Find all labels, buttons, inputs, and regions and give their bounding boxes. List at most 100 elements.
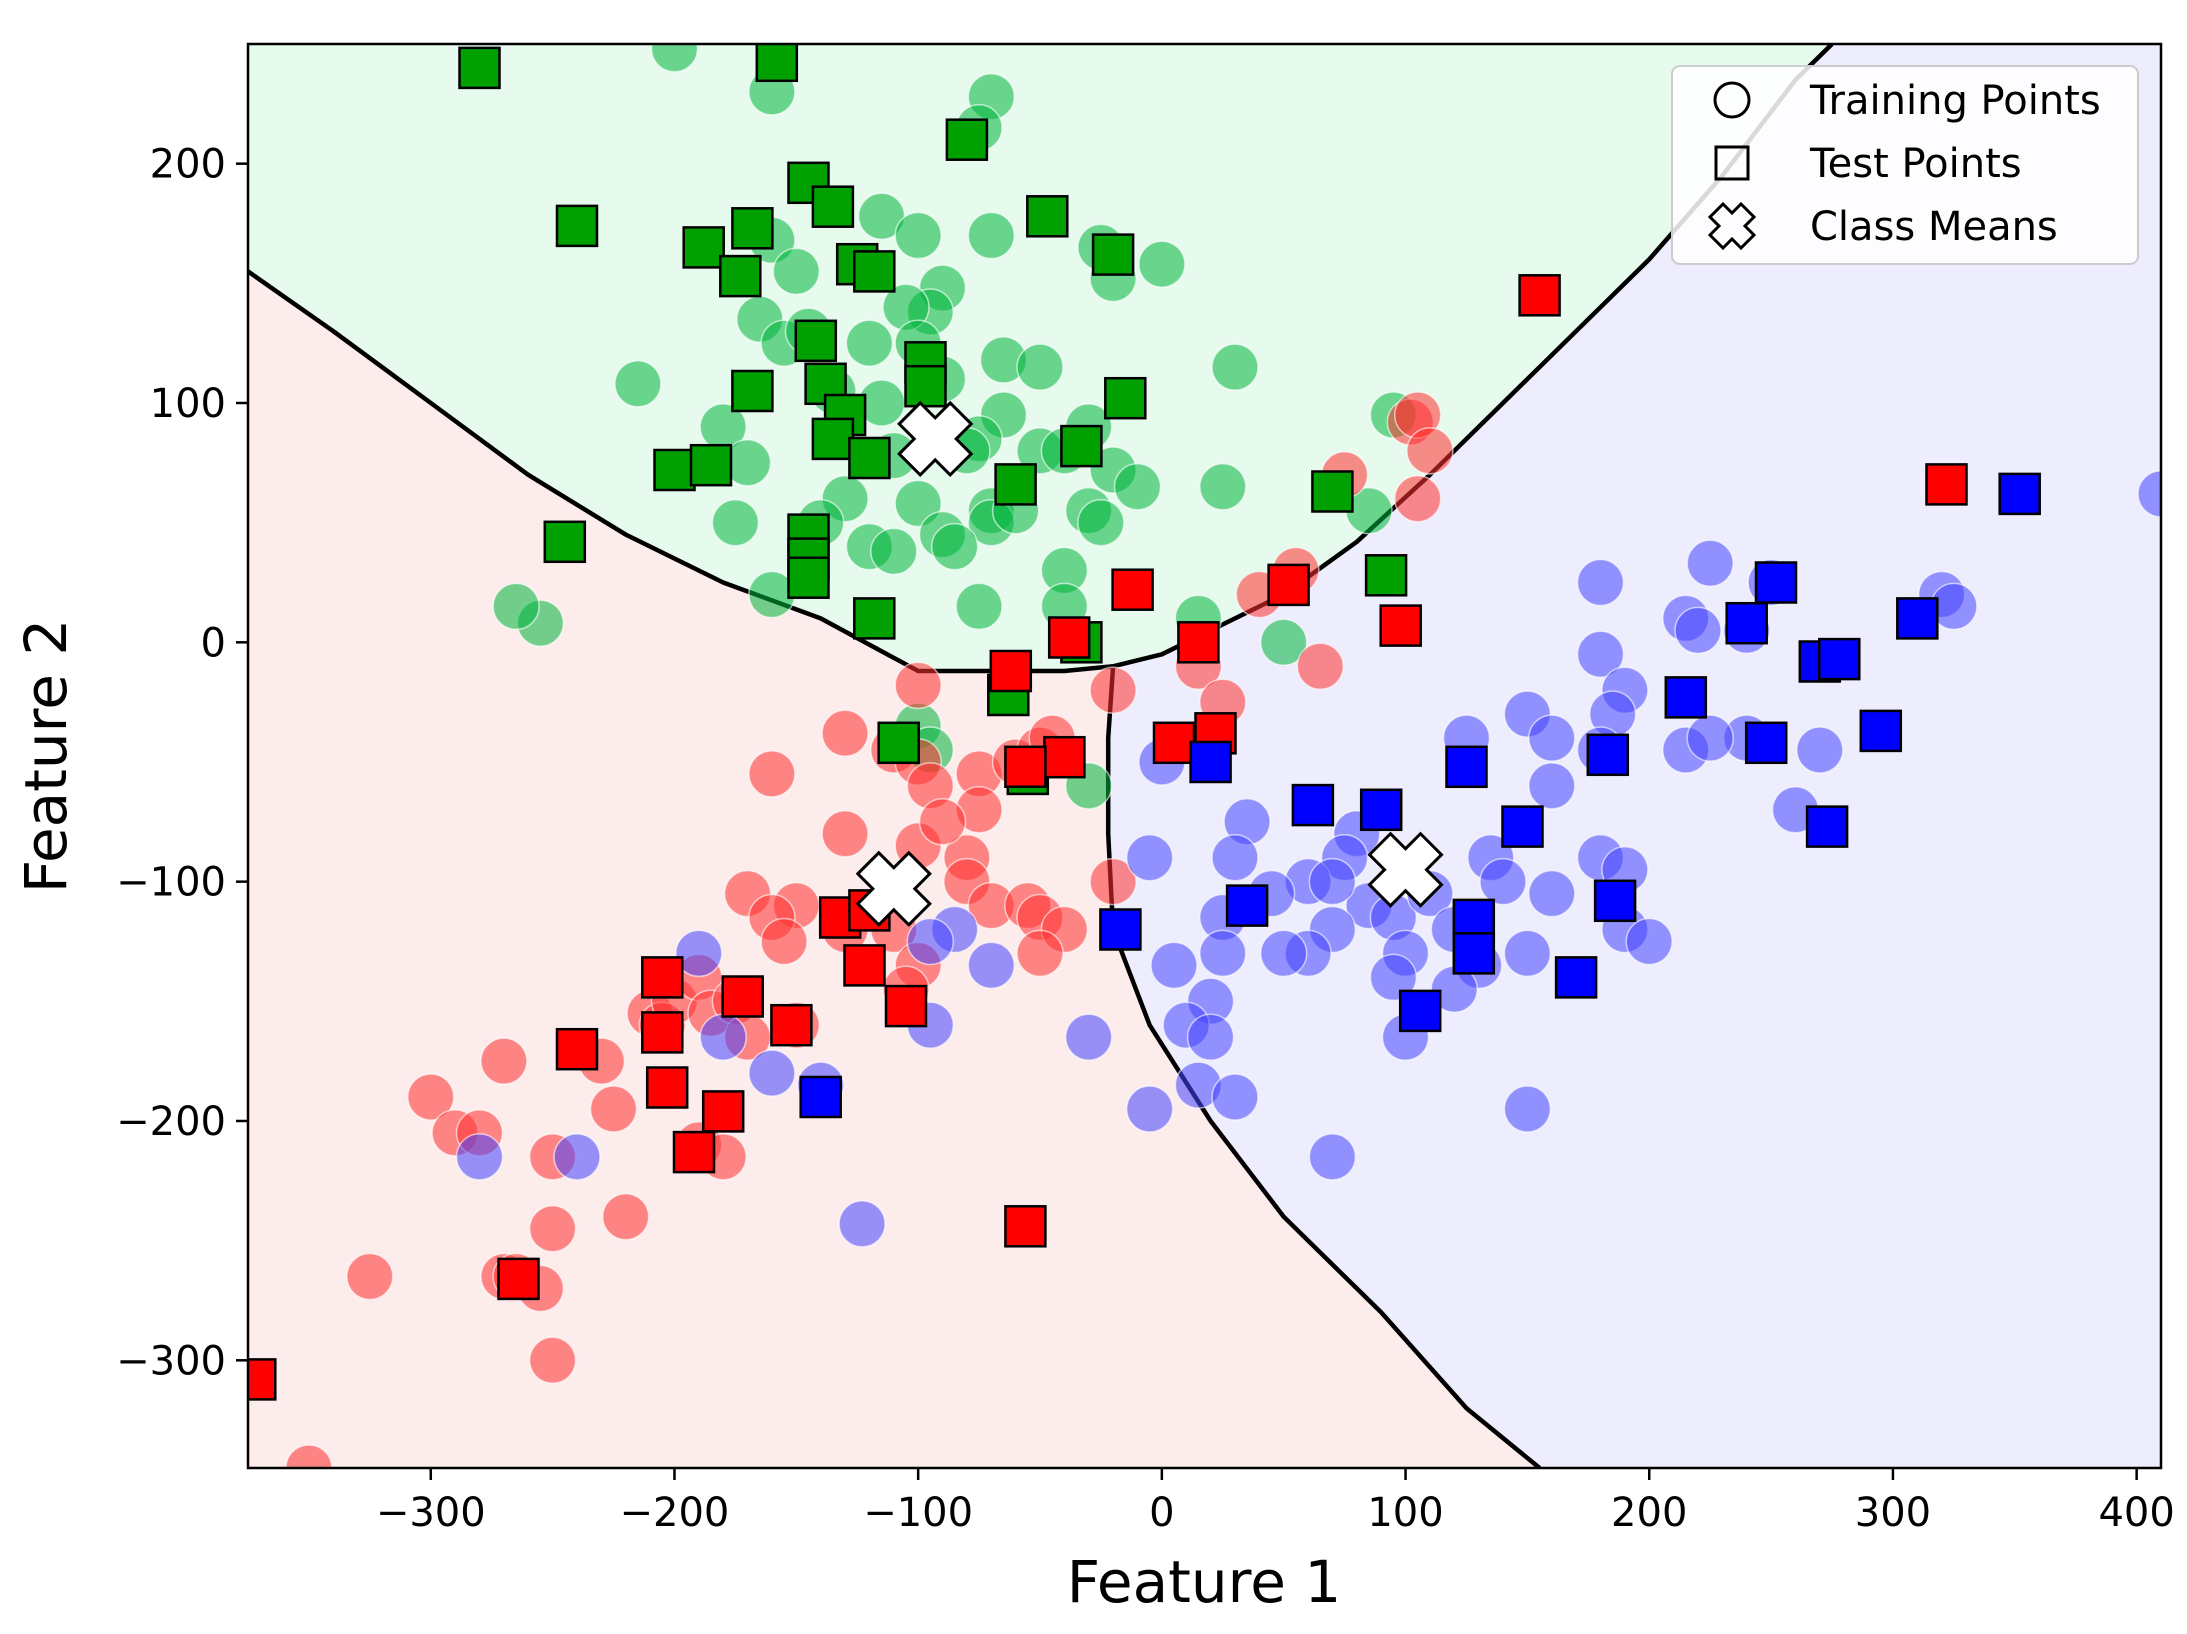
class-mean-green — [897, 400, 974, 478]
training-point-blue — [1186, 1013, 1235, 1061]
y-tick-label: −200 — [116, 1099, 226, 1145]
test-point-blue — [1805, 805, 1849, 848]
training-point-blue — [699, 1013, 747, 1061]
training-point-red — [748, 750, 796, 798]
training-point-green — [772, 247, 821, 296]
training-point-red — [480, 1037, 528, 1085]
test-point-blue — [1554, 956, 1598, 999]
test-point-blue — [799, 1075, 842, 1119]
test-point-green — [731, 369, 774, 413]
test-point-blue — [1593, 879, 1637, 923]
legend-label-training: Training Points — [1809, 78, 2101, 124]
test-point-green — [811, 417, 855, 461]
test-point-green — [853, 597, 896, 640]
training-point-blue — [1528, 869, 1576, 918]
test-point-red — [770, 1003, 813, 1047]
test-point-blue — [1445, 745, 1488, 789]
x-tick-label: −300 — [376, 1490, 486, 1536]
test-point-red — [1111, 568, 1154, 611]
training-point-green — [614, 360, 662, 408]
training-point-red — [1296, 642, 1345, 691]
y-tick-label: −300 — [116, 1338, 226, 1384]
test-point-red — [248, 1358, 277, 1401]
test-point-red — [843, 944, 886, 987]
training-point-red — [821, 709, 869, 758]
test-point-green — [904, 364, 947, 408]
legend-label-test: Test Points — [1809, 141, 2022, 187]
test-point-blue — [1398, 989, 1442, 1033]
test-point-blue — [1896, 597, 1939, 640]
training-point-red — [918, 798, 967, 846]
training-point-blue — [1308, 1133, 1357, 1181]
test-point-blue — [1818, 637, 1861, 681]
training-point-blue — [967, 941, 1016, 990]
x-tick-label: −100 — [863, 1490, 973, 1536]
training-point-blue — [1503, 929, 1552, 978]
training-point-green — [845, 319, 894, 367]
test-point-green — [1091, 233, 1135, 276]
test-point-red — [1004, 745, 1047, 789]
test-point-red — [1043, 735, 1086, 779]
test-point-green — [853, 250, 896, 293]
training-point-red — [1393, 474, 1442, 523]
test-points — [248, 44, 2041, 1401]
test-point-blue — [1754, 561, 1798, 604]
y-tick-label: 0 — [201, 620, 226, 666]
legend-marker-means — [1707, 201, 1757, 251]
training-point-red — [1016, 929, 1064, 978]
training-point-red — [346, 1252, 394, 1301]
legend: Training Points Test Points Class Means — [1671, 65, 2139, 265]
training-point-green — [894, 211, 942, 260]
training-point-green — [1211, 343, 1259, 391]
test-point-green — [794, 319, 838, 363]
test-point-green — [543, 520, 587, 564]
test-point-blue — [1859, 709, 1903, 753]
training-point-blue — [748, 1049, 796, 1097]
training-point-blue — [1528, 714, 1576, 762]
training-point-blue — [675, 929, 723, 978]
x-axis-ticks: −300 −200 −100 0 100 200 300 400 — [376, 1468, 2175, 1536]
test-point-red — [645, 1066, 689, 1109]
test-point-red — [884, 984, 928, 1028]
test-point-red — [701, 1090, 745, 1133]
test-point-green — [458, 46, 501, 90]
y-tick-label: −100 — [116, 860, 226, 906]
training-point-red — [894, 661, 942, 710]
training-point-blue — [1625, 917, 1673, 966]
test-point-red — [641, 1011, 684, 1054]
training-point-green — [1016, 343, 1064, 391]
test-point-red — [1518, 274, 1561, 317]
training-point-red — [589, 1085, 638, 1133]
training-point-blue — [1064, 1013, 1113, 1061]
x-axis-label: Feature 1 — [1067, 1548, 1342, 1616]
training-point-blue — [838, 1200, 886, 1248]
training-point-blue — [1369, 953, 1418, 1002]
class-mean-red — [855, 850, 932, 927]
training-point-blue — [1125, 833, 1174, 882]
test-point-red — [555, 1027, 599, 1071]
training-point-red — [601, 1192, 650, 1241]
test-point-green — [731, 207, 774, 250]
training-point-blue — [906, 917, 955, 966]
training-point-blue — [455, 1133, 504, 1181]
training-point-blue — [1686, 714, 1734, 762]
training-point-red — [760, 917, 808, 966]
test-point-green — [1026, 195, 1069, 238]
test-point-blue — [1099, 908, 1142, 951]
x-tick-label: 0 — [1149, 1490, 1174, 1536]
y-tick-label: 100 — [150, 381, 226, 427]
training-point-blue — [1199, 929, 1247, 978]
training-point-blue — [1503, 1085, 1552, 1133]
test-point-green — [848, 436, 891, 480]
training-point-red — [821, 810, 869, 858]
test-point-blue — [1189, 740, 1232, 784]
training-point-blue — [1686, 539, 1734, 588]
x-tick-label: −200 — [620, 1490, 730, 1536]
test-point-green — [877, 721, 920, 765]
training-point-red — [528, 1336, 577, 1385]
test-point-green — [689, 443, 733, 487]
test-point-green — [945, 118, 989, 161]
test-point-blue — [1664, 676, 1708, 719]
training-point-blue — [1259, 929, 1308, 978]
